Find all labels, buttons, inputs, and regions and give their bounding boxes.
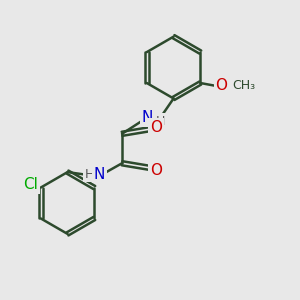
Text: O: O: [150, 163, 162, 178]
Text: N: N: [93, 167, 105, 182]
Text: H: H: [155, 115, 165, 128]
Text: O: O: [215, 78, 227, 93]
Text: O: O: [150, 119, 162, 134]
Text: H: H: [84, 168, 94, 181]
Text: CH₃: CH₃: [232, 79, 255, 92]
Text: Cl: Cl: [23, 177, 38, 192]
Text: N: N: [141, 110, 153, 125]
